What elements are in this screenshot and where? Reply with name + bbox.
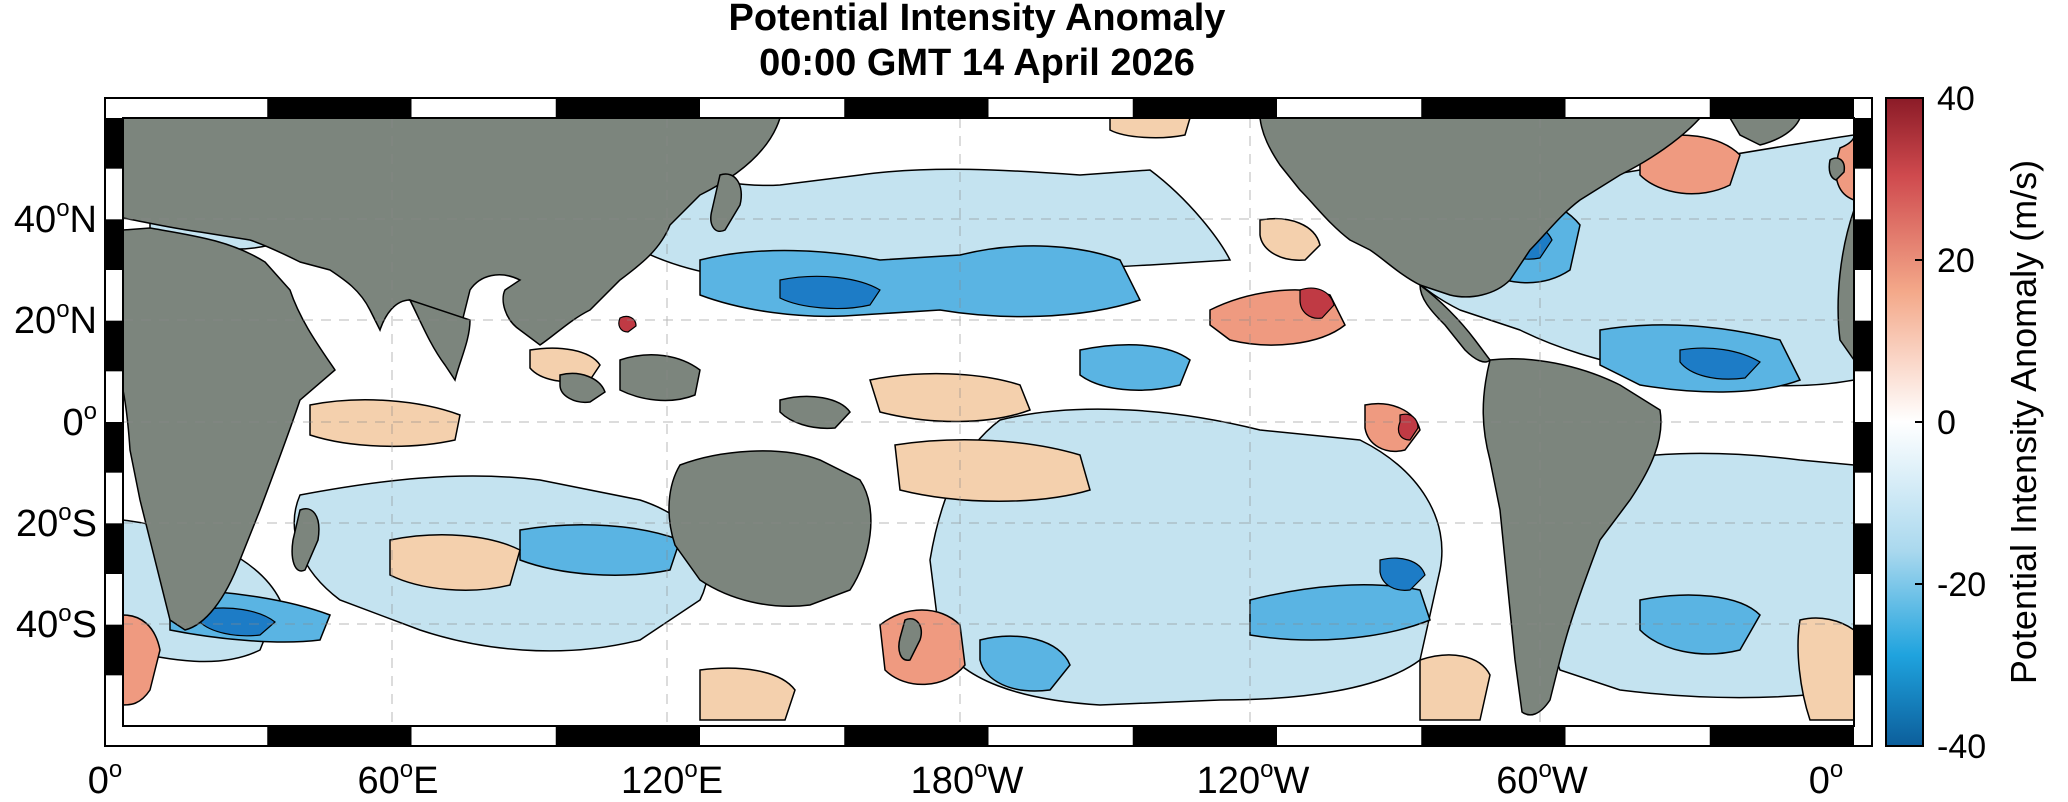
frame-segment xyxy=(1421,726,1566,746)
weak-positive-anomaly-regions xyxy=(309,118,1854,721)
frame-segment xyxy=(555,98,700,118)
colorbar-tick-label: 40 xyxy=(1937,80,1975,118)
gridlines xyxy=(123,118,1854,726)
map-panel xyxy=(104,97,1873,747)
island-japan xyxy=(710,173,742,232)
frame-segment xyxy=(1709,726,1854,746)
lon-tick-label: 0o xyxy=(1809,756,1844,802)
frame-segment xyxy=(105,523,123,574)
lon-tick-label: 60oE xyxy=(358,756,439,802)
island-new-guinea xyxy=(779,395,851,430)
island-uk xyxy=(1828,157,1846,181)
lat-tick-label: 0o xyxy=(63,398,98,444)
colorbar: 40 20 0 -20 -40 Potential Intensity Anomaly … xyxy=(1885,80,2044,766)
frame-segment xyxy=(105,219,123,270)
frame-segment xyxy=(1854,523,1872,574)
island-madagascar xyxy=(291,508,320,572)
islands-indonesia xyxy=(559,354,701,404)
colorbar-ticks: 40 20 0 -20 -40 xyxy=(1915,80,1986,766)
map-frame-checker xyxy=(105,98,1872,746)
isthmus-central-america xyxy=(1419,283,1491,363)
frame-segment xyxy=(844,98,989,118)
frame-segment xyxy=(1132,726,1277,746)
frame-segment xyxy=(1854,422,1872,473)
colorbar-label: Potential Intensity Anomaly (m/s) xyxy=(2003,160,2044,684)
frame-segment xyxy=(105,118,123,169)
longitude-axis: 0o 60oE 120oE 180oW 120oW 60oW 0o xyxy=(88,756,1844,802)
landmass-africa-east-edge xyxy=(1837,209,1854,362)
frame-segment xyxy=(105,624,123,676)
continent-south-america xyxy=(1482,357,1662,716)
lon-tick-label: 60oW xyxy=(1496,756,1588,802)
colorbar-tick-label: -20 xyxy=(1937,566,1986,604)
map-frame-border xyxy=(104,97,1873,747)
title-line-2: 00:00 GMT 14 April 2026 xyxy=(759,42,1195,84)
frame-segment xyxy=(267,98,412,118)
frame-segment xyxy=(1854,624,1872,676)
frame-segment xyxy=(1854,219,1872,270)
frame-segment xyxy=(1421,98,1566,118)
colorbar-tick-label: 20 xyxy=(1937,242,1975,280)
title-line-1: Potential Intensity Anomaly xyxy=(729,0,1226,39)
continent-australia xyxy=(668,450,872,608)
land-masses xyxy=(123,118,1854,716)
colorbar-tick-label: 0 xyxy=(1937,404,1956,442)
frame-segment xyxy=(1709,98,1854,118)
colorbar-tick-label: -40 xyxy=(1937,728,1986,766)
island-new-zealand xyxy=(898,618,922,661)
lon-tick-label: 180oW xyxy=(911,756,1024,802)
frame-segment xyxy=(1854,320,1872,372)
lat-tick-label: 20oS xyxy=(16,499,97,545)
frame-segment xyxy=(105,422,123,473)
continent-north-america xyxy=(1259,118,1702,298)
frame-segment xyxy=(267,726,412,746)
frame-segment xyxy=(1854,118,1872,169)
lon-tick-label: 0o xyxy=(88,756,123,802)
lon-tick-label: 120oE xyxy=(621,756,723,802)
lat-tick-label: 40oN xyxy=(14,195,97,241)
lat-tick-label: 40oS xyxy=(16,600,97,646)
continent-eurasia xyxy=(123,118,781,346)
latitude-axis: 40oN 20oN 0o 20oS 40oS xyxy=(14,195,97,646)
lat-tick-label: 20oN xyxy=(14,296,97,342)
frame-segment xyxy=(844,726,989,746)
frame-segment xyxy=(555,726,700,746)
lon-tick-label: 120oW xyxy=(1197,756,1310,802)
frame-segment xyxy=(1132,98,1277,118)
continent-africa xyxy=(123,227,336,631)
frame-segment xyxy=(105,320,123,372)
